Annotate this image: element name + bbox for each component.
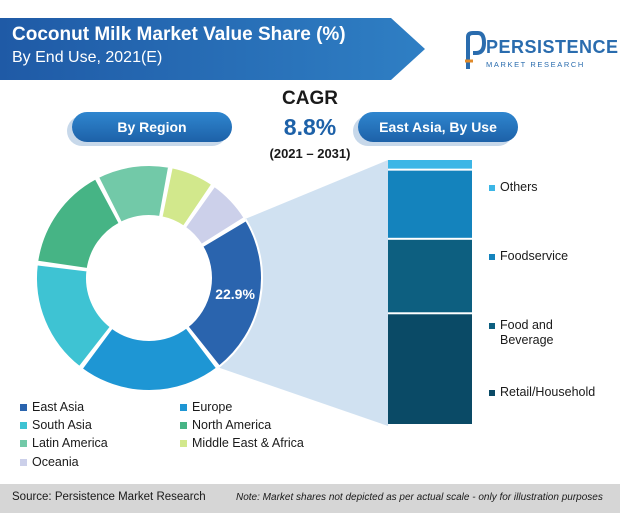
donut-slice-south-asia (35, 263, 113, 369)
footer-note: Note: Market shares not depicted as per … (236, 492, 603, 503)
region-legend-item-latin-america: Latin America (20, 436, 108, 450)
logo: PERSISTENCE MARKET RESEARCH (464, 27, 618, 75)
region-legend-item-europe: Europe (180, 400, 232, 414)
legend-swatch (20, 458, 27, 466)
use-legend-item-food-and-beverage: Food and Beverage (489, 318, 580, 348)
legend-swatch (489, 323, 495, 329)
legend-label: Latin America (32, 436, 108, 450)
footer-source: Source: Persistence Market Research (12, 491, 206, 503)
bar-segment-foodservice (388, 170, 472, 238)
chart-subtitle: By End Use, 2021(E) (12, 49, 163, 66)
legend-swatch (489, 185, 495, 191)
bar-segment-retail-household (388, 314, 472, 424)
use-legend-item-retail-household: Retail/Household (489, 385, 596, 400)
legend-swatch (20, 439, 27, 447)
legend-swatch (489, 390, 495, 396)
logo-word: PERSISTENCE (486, 37, 619, 57)
cagr-value: 8.8% (283, 114, 337, 140)
donut-slice-north-america (36, 177, 122, 271)
bar-segment-others (388, 160, 472, 169)
legend-label: East Asia (32, 400, 85, 414)
legend-swatch (180, 421, 187, 429)
region-legend-item-middle-east-and-africa: Middle East & Africa (180, 436, 304, 450)
connector-band (218, 160, 388, 426)
legend-swatch (180, 403, 187, 411)
east-asia-by-use-pill: East Asia, By Use (358, 112, 518, 142)
donut-slice-oceania (183, 184, 246, 247)
donut-slice-europe (80, 326, 219, 392)
logo-subtitle: MARKET RESEARCH (486, 60, 585, 69)
donut-slice-latin-america (96, 164, 171, 225)
legend-label: Oceania (32, 455, 79, 469)
by-region-pill: By Region (72, 112, 232, 142)
title-banner (0, 18, 425, 80)
legend-label: Others (500, 180, 538, 194)
legend-label: Food and Beverage (500, 318, 554, 347)
donut-slice-middle-east-and-africa (160, 166, 214, 228)
region-legend-item-east-asia: East Asia (20, 400, 84, 414)
cagr-label: CAGR (282, 88, 338, 109)
legend-label: North America (192, 418, 272, 432)
legend-swatch (20, 403, 27, 411)
region-legend-item-south-asia: South Asia (20, 418, 92, 432)
bar-segment-food-and-beverage (388, 239, 472, 313)
legend-label: Europe (192, 400, 233, 414)
donut-label-east-asia: 22.9% (215, 286, 255, 302)
legend-swatch (489, 254, 495, 260)
region-legend-item-north-america: North America (180, 418, 271, 432)
use-legend-item-others: Others (489, 180, 580, 195)
east-asia-stacked-bar (388, 160, 472, 424)
legend-swatch (20, 421, 27, 429)
chart-canvas: 22.9% (35, 160, 472, 426)
region-donut: 22.9% (35, 164, 263, 392)
legend-label: South Asia (32, 418, 92, 432)
legend-label: Middle East & Africa (192, 436, 304, 450)
legend-label: Retail/Household (500, 385, 596, 399)
cagr-period: (2021 – 2031) (269, 146, 351, 161)
donut-slice-east-asia (186, 218, 263, 368)
region-legend-item-oceania: Oceania (20, 455, 79, 469)
legend-swatch (180, 439, 187, 447)
use-legend-item-foodservice: Foodservice (489, 249, 580, 264)
legend-label: Foodservice (500, 249, 569, 263)
chart-title: Coconut Milk Market Value Share (%) (12, 24, 346, 45)
footer: Source: Persistence Market Research Note… (0, 484, 620, 513)
logo-mark-icon (465, 31, 486, 69)
